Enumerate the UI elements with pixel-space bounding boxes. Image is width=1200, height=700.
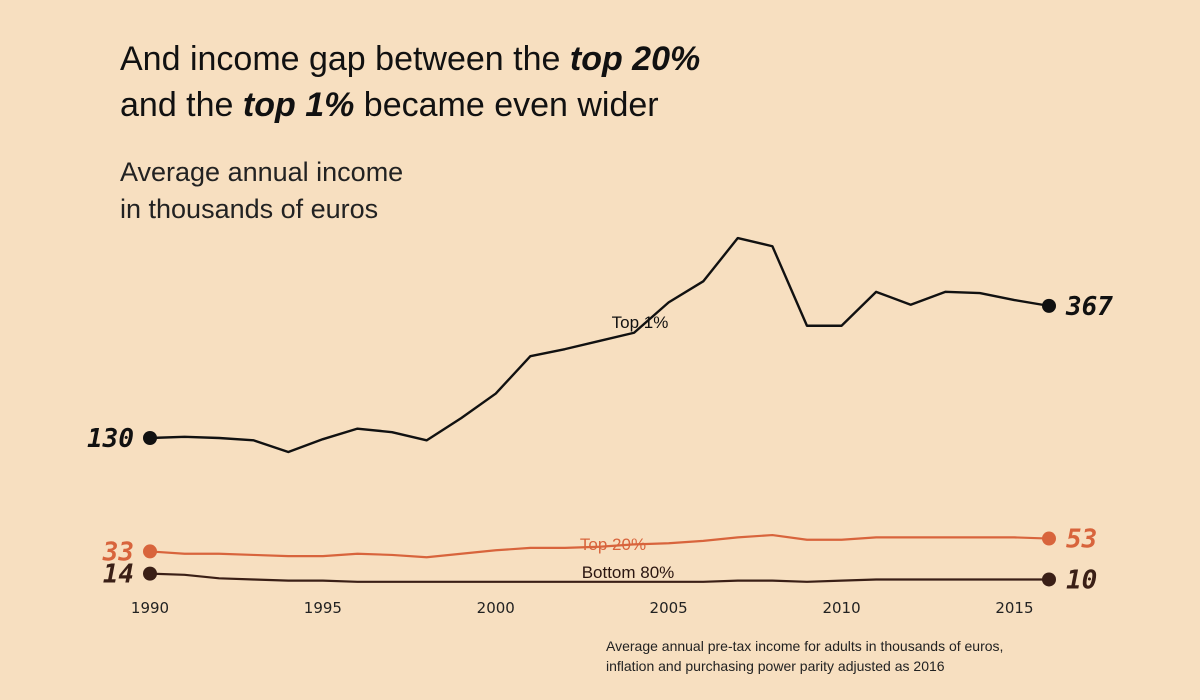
series-start-value-bottom-80: 14 [103,560,134,590]
series-label-bottom-80: Bottom 80% [582,563,675,582]
subtitle-line: in thousands of euros [120,194,379,224]
series-end-value-bottom-80: 10 [1066,565,1097,595]
series-line-bottom-80 [149,572,1049,583]
title-text: And income gap between the [120,40,570,78]
note-line: inflation and purchasing power parity ad… [606,658,945,674]
series-start-value-top-20: 33 [102,537,134,567]
title-text: became even wider [354,86,659,124]
series-start-dot-top-1 [143,431,157,445]
chart-title: And income gap between the top 20% and t… [120,36,700,128]
x-tick-label-2015: 2015 [995,599,1033,617]
series-end-dot-bottom-80 [1042,572,1056,587]
series-start-value-top-1: 130 [87,424,134,454]
subtitle-line: Average annual income [120,157,404,187]
series-end-dot-top-20 [1042,531,1056,546]
series-end-dot-top-1 [1042,298,1056,313]
series-line-top-1 [149,236,1050,454]
series-end-value-top-20: 53 [1066,525,1097,555]
x-tick-label-2000: 2000 [477,599,515,617]
title-text: and the [120,86,243,124]
series-start-dot-bottom-80 [143,566,157,581]
x-tick-label-2005: 2005 [650,599,688,617]
source-note: Average annual pre-tax income for adults… [606,636,1003,676]
series-end-value-top-1: 367 [1065,292,1113,322]
series-line-top-20 [149,533,1050,559]
x-tick-label-1995: 1995 [304,599,342,617]
x-tick-label-1990: 1990 [131,599,169,617]
x-tick-label-2010: 2010 [822,599,860,617]
chart-subtitle: Average annual income in thousands of eu… [120,154,403,228]
title-emphasis-top20: top 20% [569,40,701,78]
note-line: Average annual pre-tax income for adults… [606,638,1004,654]
series-label-top-20: Top 20% [580,535,646,554]
series-label-top-1: Top 1% [612,313,669,332]
series-start-dot-top-20 [143,544,157,559]
title-emphasis-top1: top 1% [242,86,355,124]
